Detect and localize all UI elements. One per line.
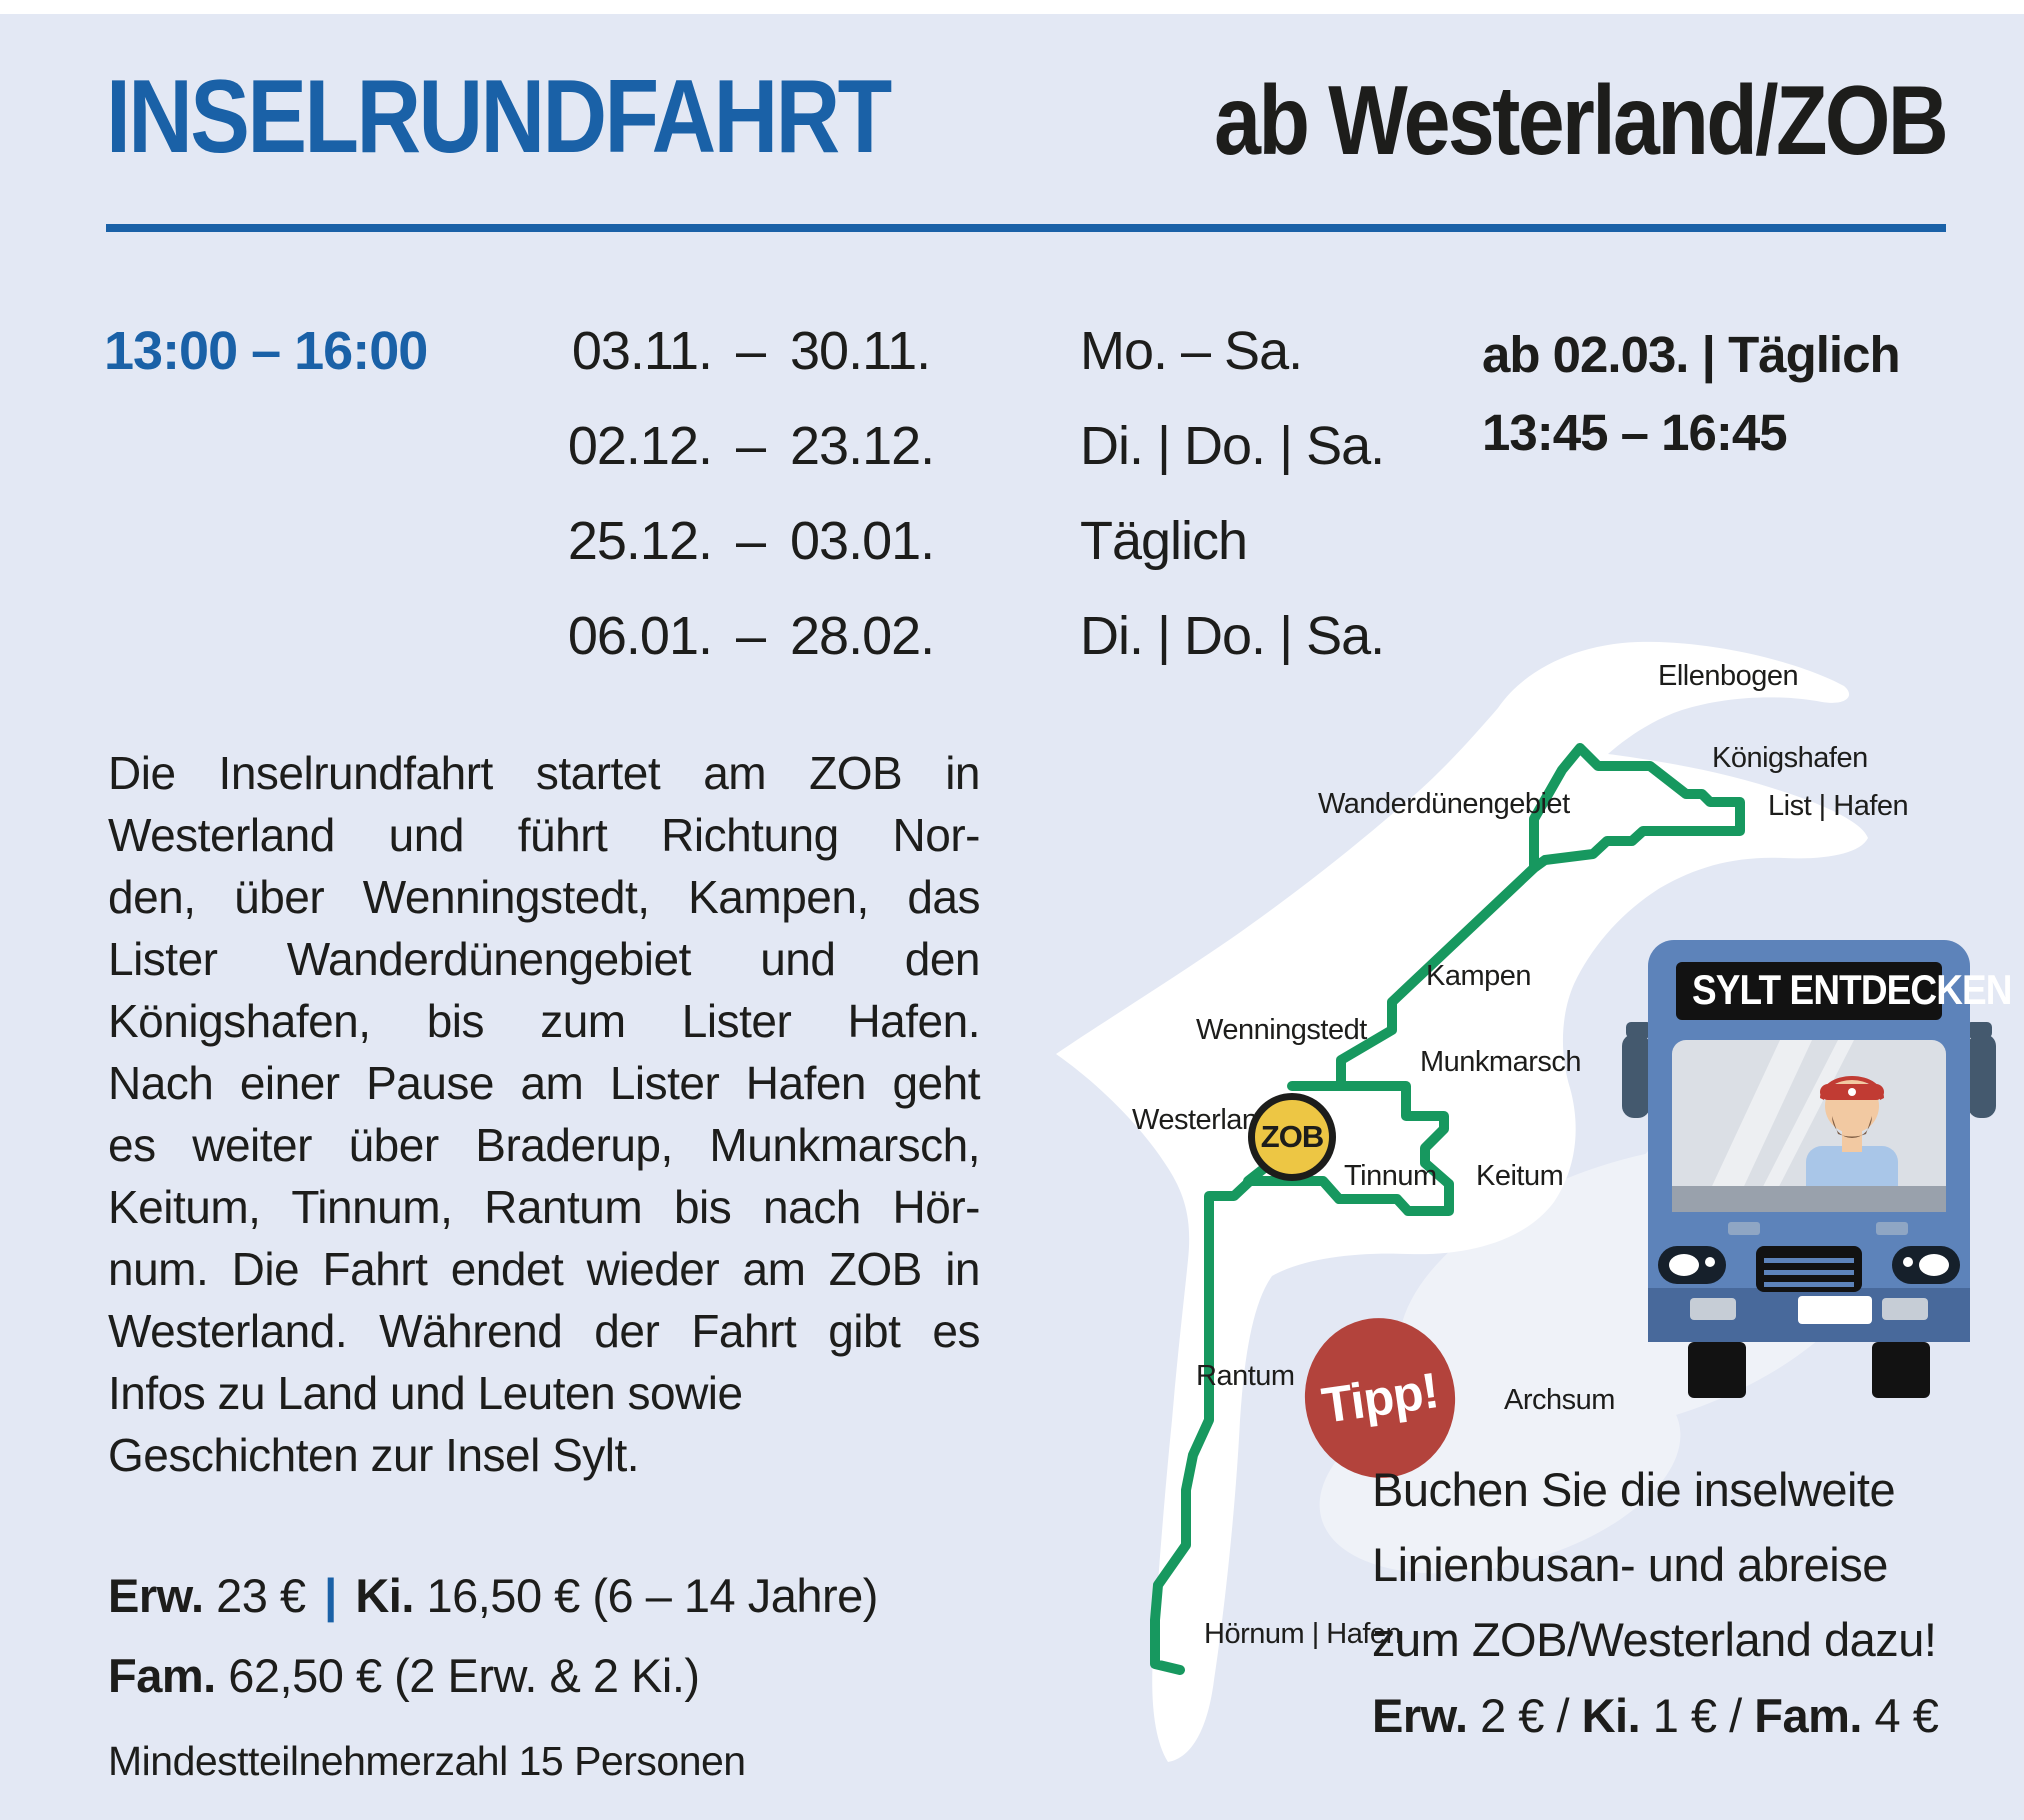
tip-price-separator: / xyxy=(1729,1689,1742,1742)
date-start: 06.01. xyxy=(567,606,713,666)
page-title: INSELRUNDFAHRT xyxy=(106,59,892,175)
zob-station-badge: ZOB xyxy=(1248,1093,1336,1181)
date-separator: – xyxy=(735,321,767,381)
map-label-wanderduenengebiet: Wanderdünengebiet xyxy=(1318,788,1570,820)
tip-text-line: Buchen Sie die inselweite xyxy=(1372,1463,1896,1516)
date-range-row: 03.11. –30.11. xyxy=(552,320,972,415)
description-line: den, über Wenningstedt, Kampen, das xyxy=(108,871,981,923)
minimum-participants-note: Mindestteilnehmerzahl 15 Personen xyxy=(108,1738,746,1784)
date-separator: – xyxy=(735,606,767,666)
adult-price-label: Erw. xyxy=(108,1569,204,1622)
bus-dashboard xyxy=(1672,1186,1946,1212)
tip-family-value: 4 € xyxy=(1874,1689,1939,1742)
map-label-koenigshafen: Königshafen xyxy=(1712,742,1868,774)
date-end: 30.11. xyxy=(790,321,931,381)
date-range-row: 25.12. –03.01. xyxy=(552,510,972,605)
tip-adult-value: 2 € xyxy=(1480,1689,1544,1742)
date-range-row: 02.12. –23.12. xyxy=(552,415,972,510)
description-line: Nach einer Pause am Lister Hafen geht xyxy=(108,1057,981,1109)
description-line: Die Inselrundfahrt startet am ZOB in xyxy=(108,747,981,799)
map-label-hoernum-hafen: Hörnum | Hafen xyxy=(1204,1618,1402,1650)
bus-sign-text: SYLT ENTDECKEN xyxy=(1691,966,2013,1013)
bus-illustration xyxy=(1622,940,1996,1398)
child-price-value: 16,50 € (6 – 14 Jahre) xyxy=(426,1569,878,1622)
header-divider xyxy=(106,224,1946,232)
description-line: es weiter über Braderup, Munkmarsch, xyxy=(108,1119,981,1171)
tip-text-line: Linienbusan- und abreise xyxy=(1372,1538,1888,1591)
date-start: 25.12. xyxy=(567,511,713,571)
bus-sign-panel xyxy=(1676,962,1942,1020)
tip-adult-label: Erw. xyxy=(1372,1689,1468,1742)
date-ranges: 03.11. –30.11. 02.12. –23.12. 25.12. –03.01… xyxy=(552,320,972,700)
map-label-wenningstedt: Wenningstedt xyxy=(1196,1014,1367,1046)
tip-text-line: zum ZOB/Westerland dazu! xyxy=(1372,1613,1937,1666)
description-line: Westerland. Während der Fahrt gibt es xyxy=(108,1305,981,1357)
map-label-list-hafen: List | Hafen xyxy=(1768,790,1909,822)
season-highlight-line1: ab 02.03. | Täglich xyxy=(1482,326,1901,383)
date-end: 28.02. xyxy=(790,606,935,666)
date-start: 03.11. xyxy=(571,321,713,381)
operating-days-row: Mo. – Sa. xyxy=(1080,321,1303,381)
zob-badge-text: ZOB xyxy=(1260,1119,1324,1154)
operating-days-row: Di. | Do. | Sa. xyxy=(1080,606,1385,666)
map-label-archsum: Archsum xyxy=(1504,1384,1615,1416)
adult-price-value: 23 € xyxy=(216,1569,306,1622)
date-separator: – xyxy=(735,416,767,476)
tip-child-value: 1 € xyxy=(1652,1689,1717,1742)
operating-days: Mo. – Sa. Di. | Do. | Sa. Täglich Di. | … xyxy=(1080,320,1460,700)
bus-wheel-left xyxy=(1688,1342,1746,1398)
operating-days-row: Täglich xyxy=(1080,511,1248,571)
map-label-rantum: Rantum xyxy=(1196,1360,1295,1392)
tip-price-separator: / xyxy=(1556,1689,1570,1742)
island-shape xyxy=(1056,641,1868,1763)
map-label-ellenbogen: Ellenbogen xyxy=(1658,660,1799,692)
map-label-tinnum: Tinnum xyxy=(1344,1160,1437,1192)
description-line: Geschichten zur Insel Sylt. xyxy=(108,1429,640,1481)
season-highlight: ab 02.03. | Täglich 13:45 – 16:45 xyxy=(1482,316,1962,472)
bus-front-details xyxy=(1658,1222,1960,1324)
page-top-margin xyxy=(0,0,2024,14)
price-line-family: Fam. 62,50 € (2 Erw. & 2 Ki.) xyxy=(108,1648,700,1703)
family-price-value: 62,50 € (2 Erw. & 2 Ki.) xyxy=(228,1649,700,1702)
tip-text: Buchen Sie die inselweite Linienbusan- u… xyxy=(1372,1452,1972,1677)
price-line-adult-child: Erw. 23 € | Ki. 16,50 € (6 – 14 Jahre) xyxy=(108,1568,878,1623)
date-range-row: 06.01. –28.02. xyxy=(552,605,972,700)
tour-description: Die Inselrundfahrt startet am ZOB in Wes… xyxy=(108,742,981,1486)
bus-mirrors xyxy=(1622,1022,1996,1118)
date-separator: – xyxy=(735,511,767,571)
description-line: Keitum, Tinnum, Rantum bis nach Hör- xyxy=(108,1181,981,1233)
page-subtitle: ab Westerland/ZOB xyxy=(1214,65,1949,175)
tour-route xyxy=(1150,743,1745,1675)
map-label-keitum: Keitum xyxy=(1476,1160,1564,1192)
map-label-munkmarsch: Munkmarsch xyxy=(1420,1046,1582,1078)
date-end: 03.01. xyxy=(790,511,935,571)
bus-wheel-right xyxy=(1872,1342,1930,1398)
tip-child-label: Ki. xyxy=(1581,1689,1641,1742)
tip-family-label: Fam. xyxy=(1754,1689,1862,1742)
price-pipe-separator: | xyxy=(324,1569,337,1622)
map-label-kampen: Kampen xyxy=(1426,960,1532,992)
family-price-label: Fam. xyxy=(108,1649,216,1702)
operating-days-row: Di. | Do. | Sa. xyxy=(1080,416,1385,476)
description-line: Königshafen, bis zum Lister Hafen. xyxy=(108,995,981,1047)
date-end: 23.12. xyxy=(790,416,935,476)
description-line: Infos zu Land und Leuten sowie xyxy=(108,1367,743,1419)
description-line: Lister Wanderdünengebiet und den xyxy=(108,933,981,985)
tour-time: 13:00 – 16:00 xyxy=(104,321,428,381)
description-line: Westerland und führt Richtung Nor- xyxy=(108,809,981,861)
date-start: 02.12. xyxy=(567,416,713,476)
child-price-label: Ki. xyxy=(355,1569,414,1622)
tipp-badge-text: Tipp! xyxy=(1318,1362,1442,1434)
windshield-glare xyxy=(1700,1040,1854,1212)
season-highlight-line2: 13:45 – 16:45 xyxy=(1482,404,1788,461)
description-line: num. Die Fahrt endet wieder am ZOB in xyxy=(108,1243,981,1295)
tip-price-line: Erw. 2 € / Ki. 1 € / Fam. 4 € xyxy=(1372,1688,1939,1743)
